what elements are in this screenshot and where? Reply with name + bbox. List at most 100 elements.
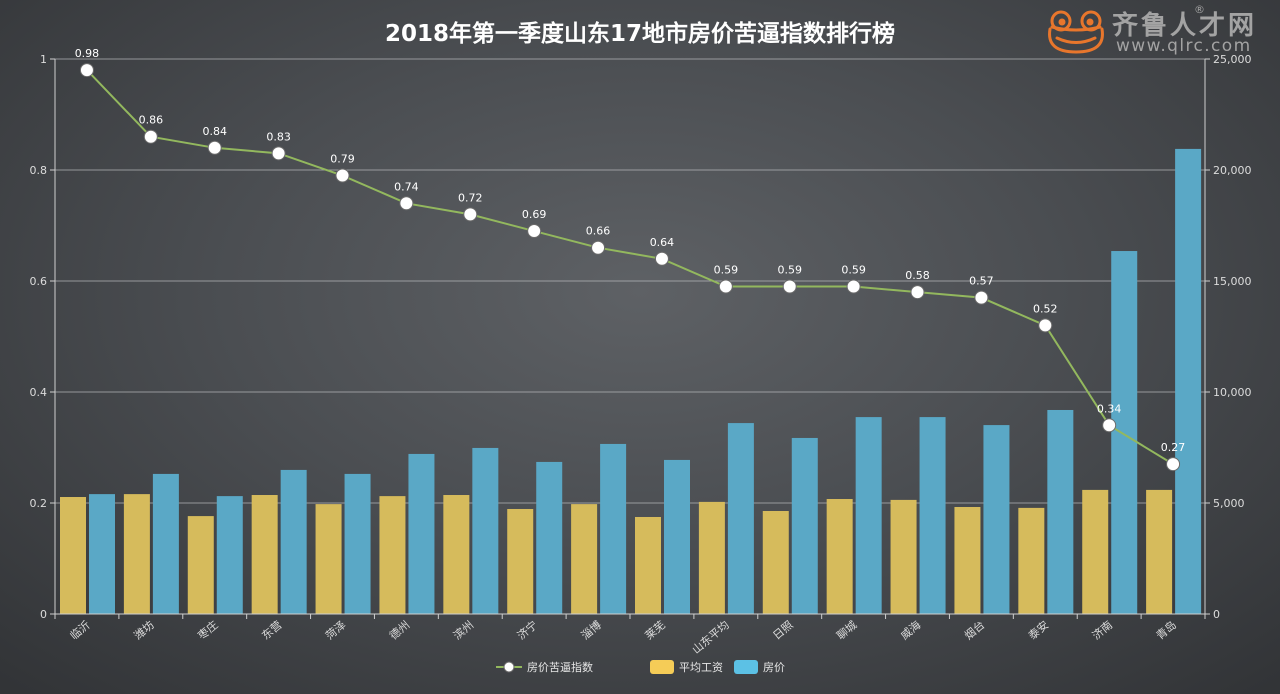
bar-price <box>791 437 818 614</box>
bar-wage <box>954 506 981 614</box>
bar-price <box>1111 251 1138 614</box>
x-axis-tick-label: 潍坊 <box>131 618 157 643</box>
x-axis-tick-label: 泰安 <box>1025 618 1051 643</box>
legend-item-price[interactable]: 房价 <box>734 660 785 674</box>
index-data-label: 0.83 <box>266 130 291 143</box>
legend-item-wage[interactable]: 平均工资 <box>650 660 723 674</box>
bar-wage <box>507 508 534 614</box>
bar-wage <box>443 495 470 614</box>
index-data-label: 0.34 <box>1097 402 1122 415</box>
bar-price <box>1047 409 1074 614</box>
frog-logo-icon <box>1048 10 1104 54</box>
right-axis-tick-label: 20,000 <box>1213 164 1252 177</box>
x-axis-tick-label: 菏泽 <box>323 618 348 642</box>
bar-wage <box>123 494 150 614</box>
bar-wage <box>60 497 86 614</box>
bar-wage <box>762 510 789 614</box>
index-point <box>654 251 669 266</box>
index-data-label: 0.58 <box>905 269 930 282</box>
index-data-label: 0.74 <box>394 180 419 193</box>
bar-wage <box>826 499 853 614</box>
index-point <box>782 279 797 294</box>
index-data-label: 0.86 <box>139 114 164 127</box>
x-axis-tick-label: 枣庄 <box>195 618 221 643</box>
x-axis-tick-label: 聊城 <box>834 618 860 643</box>
x-axis-tick-label: 东营 <box>259 618 285 643</box>
index-point <box>527 224 542 239</box>
x-axis-tick-label: 山东平均 <box>690 618 732 656</box>
legend-item-index[interactable]: 房价苦逼指数 <box>496 660 593 674</box>
legend-label-index: 房价苦逼指数 <box>527 660 593 674</box>
x-axis-tick-label: 青岛 <box>1153 618 1179 643</box>
index-data-label: 0.52 <box>1033 302 1058 315</box>
bar-wage <box>1018 507 1045 614</box>
bar-price <box>536 461 563 614</box>
x-axis-tick-label: 淄博 <box>579 618 604 642</box>
legend: 房价苦逼指数 平均工资 房价 <box>496 660 785 674</box>
x-axis-tick-label: 日照 <box>770 618 795 642</box>
bar-wage <box>379 496 406 614</box>
x-axis-tick-label: 莱芜 <box>642 618 668 643</box>
index-point <box>718 279 733 294</box>
bar-price <box>280 469 307 614</box>
legend-point-swatch <box>503 661 515 673</box>
logo-url: www.qlrc.com <box>1116 36 1252 56</box>
left-axis-tick-label: 0 <box>40 608 47 621</box>
logo-registered-mark: ® <box>1194 3 1205 16</box>
legend-label-price: 房价 <box>763 661 785 674</box>
index-data-label: 0.64 <box>650 236 675 249</box>
bar-wage <box>315 504 342 614</box>
x-axis-tick-label: 德州 <box>386 618 412 643</box>
index-point <box>463 207 478 222</box>
logo: 齐鲁人才网 ® www.qlrc.com <box>1048 3 1257 56</box>
x-axis-tick-label: 滨州 <box>450 618 476 643</box>
bar-wage <box>1082 489 1109 614</box>
index-data-label: 0.59 <box>777 264 802 277</box>
index-data-label: 0.84 <box>202 125 227 138</box>
index-point <box>910 285 925 300</box>
right-axis-tick-label: 0 <box>1213 608 1220 621</box>
index-point <box>1102 418 1117 433</box>
index-line <box>86 69 1174 466</box>
index-data-label: 0.98 <box>75 47 100 60</box>
x-axis-tick-label: 济宁 <box>514 618 540 643</box>
bar-price <box>344 473 371 614</box>
bar-wage <box>187 516 214 614</box>
legend-label-wage: 平均工资 <box>679 661 723 674</box>
left-axis-tick-label: 0.4 <box>30 386 48 399</box>
x-axis-tick-label: 济南 <box>1089 618 1115 643</box>
left-axis-tick-label: 0.8 <box>30 164 48 177</box>
left-axis-tick-label: 0.2 <box>30 497 48 510</box>
bar-price <box>1175 148 1202 614</box>
index-data-label: 0.69 <box>522 208 547 221</box>
left-axis-tick-label: 0.6 <box>30 275 48 288</box>
gridlines <box>55 58 1205 504</box>
x-axis-tick-label: 烟台 <box>961 618 987 643</box>
index-point <box>335 168 350 183</box>
bar-wage <box>571 504 598 614</box>
index-point <box>399 196 414 211</box>
x-axis-tick-label: 威海 <box>898 618 924 643</box>
bar-price <box>216 496 243 614</box>
bar-price <box>664 459 690 614</box>
legend-price-swatch <box>734 660 758 674</box>
bar-wage <box>890 499 917 614</box>
bar-wage <box>635 516 661 614</box>
index-data-label: 0.59 <box>841 264 866 277</box>
bar-price <box>472 447 499 614</box>
legend-wage-swatch <box>650 660 674 674</box>
bar-price <box>919 417 946 614</box>
index-point <box>846 279 861 294</box>
right-axis-tick-label: 5,000 <box>1213 497 1245 510</box>
index-data-label: 0.27 <box>1161 441 1186 454</box>
bar-price <box>727 423 754 614</box>
right-axis-tick-label: 10,000 <box>1213 386 1252 399</box>
bar-price <box>152 473 179 614</box>
bar-price <box>600 443 627 614</box>
index-point <box>143 129 158 144</box>
index-point <box>271 146 286 161</box>
x-axis-tick-label: 临沂 <box>67 618 93 643</box>
logo-name: 齐鲁人才网 <box>1112 10 1257 41</box>
bar-price <box>855 417 882 614</box>
